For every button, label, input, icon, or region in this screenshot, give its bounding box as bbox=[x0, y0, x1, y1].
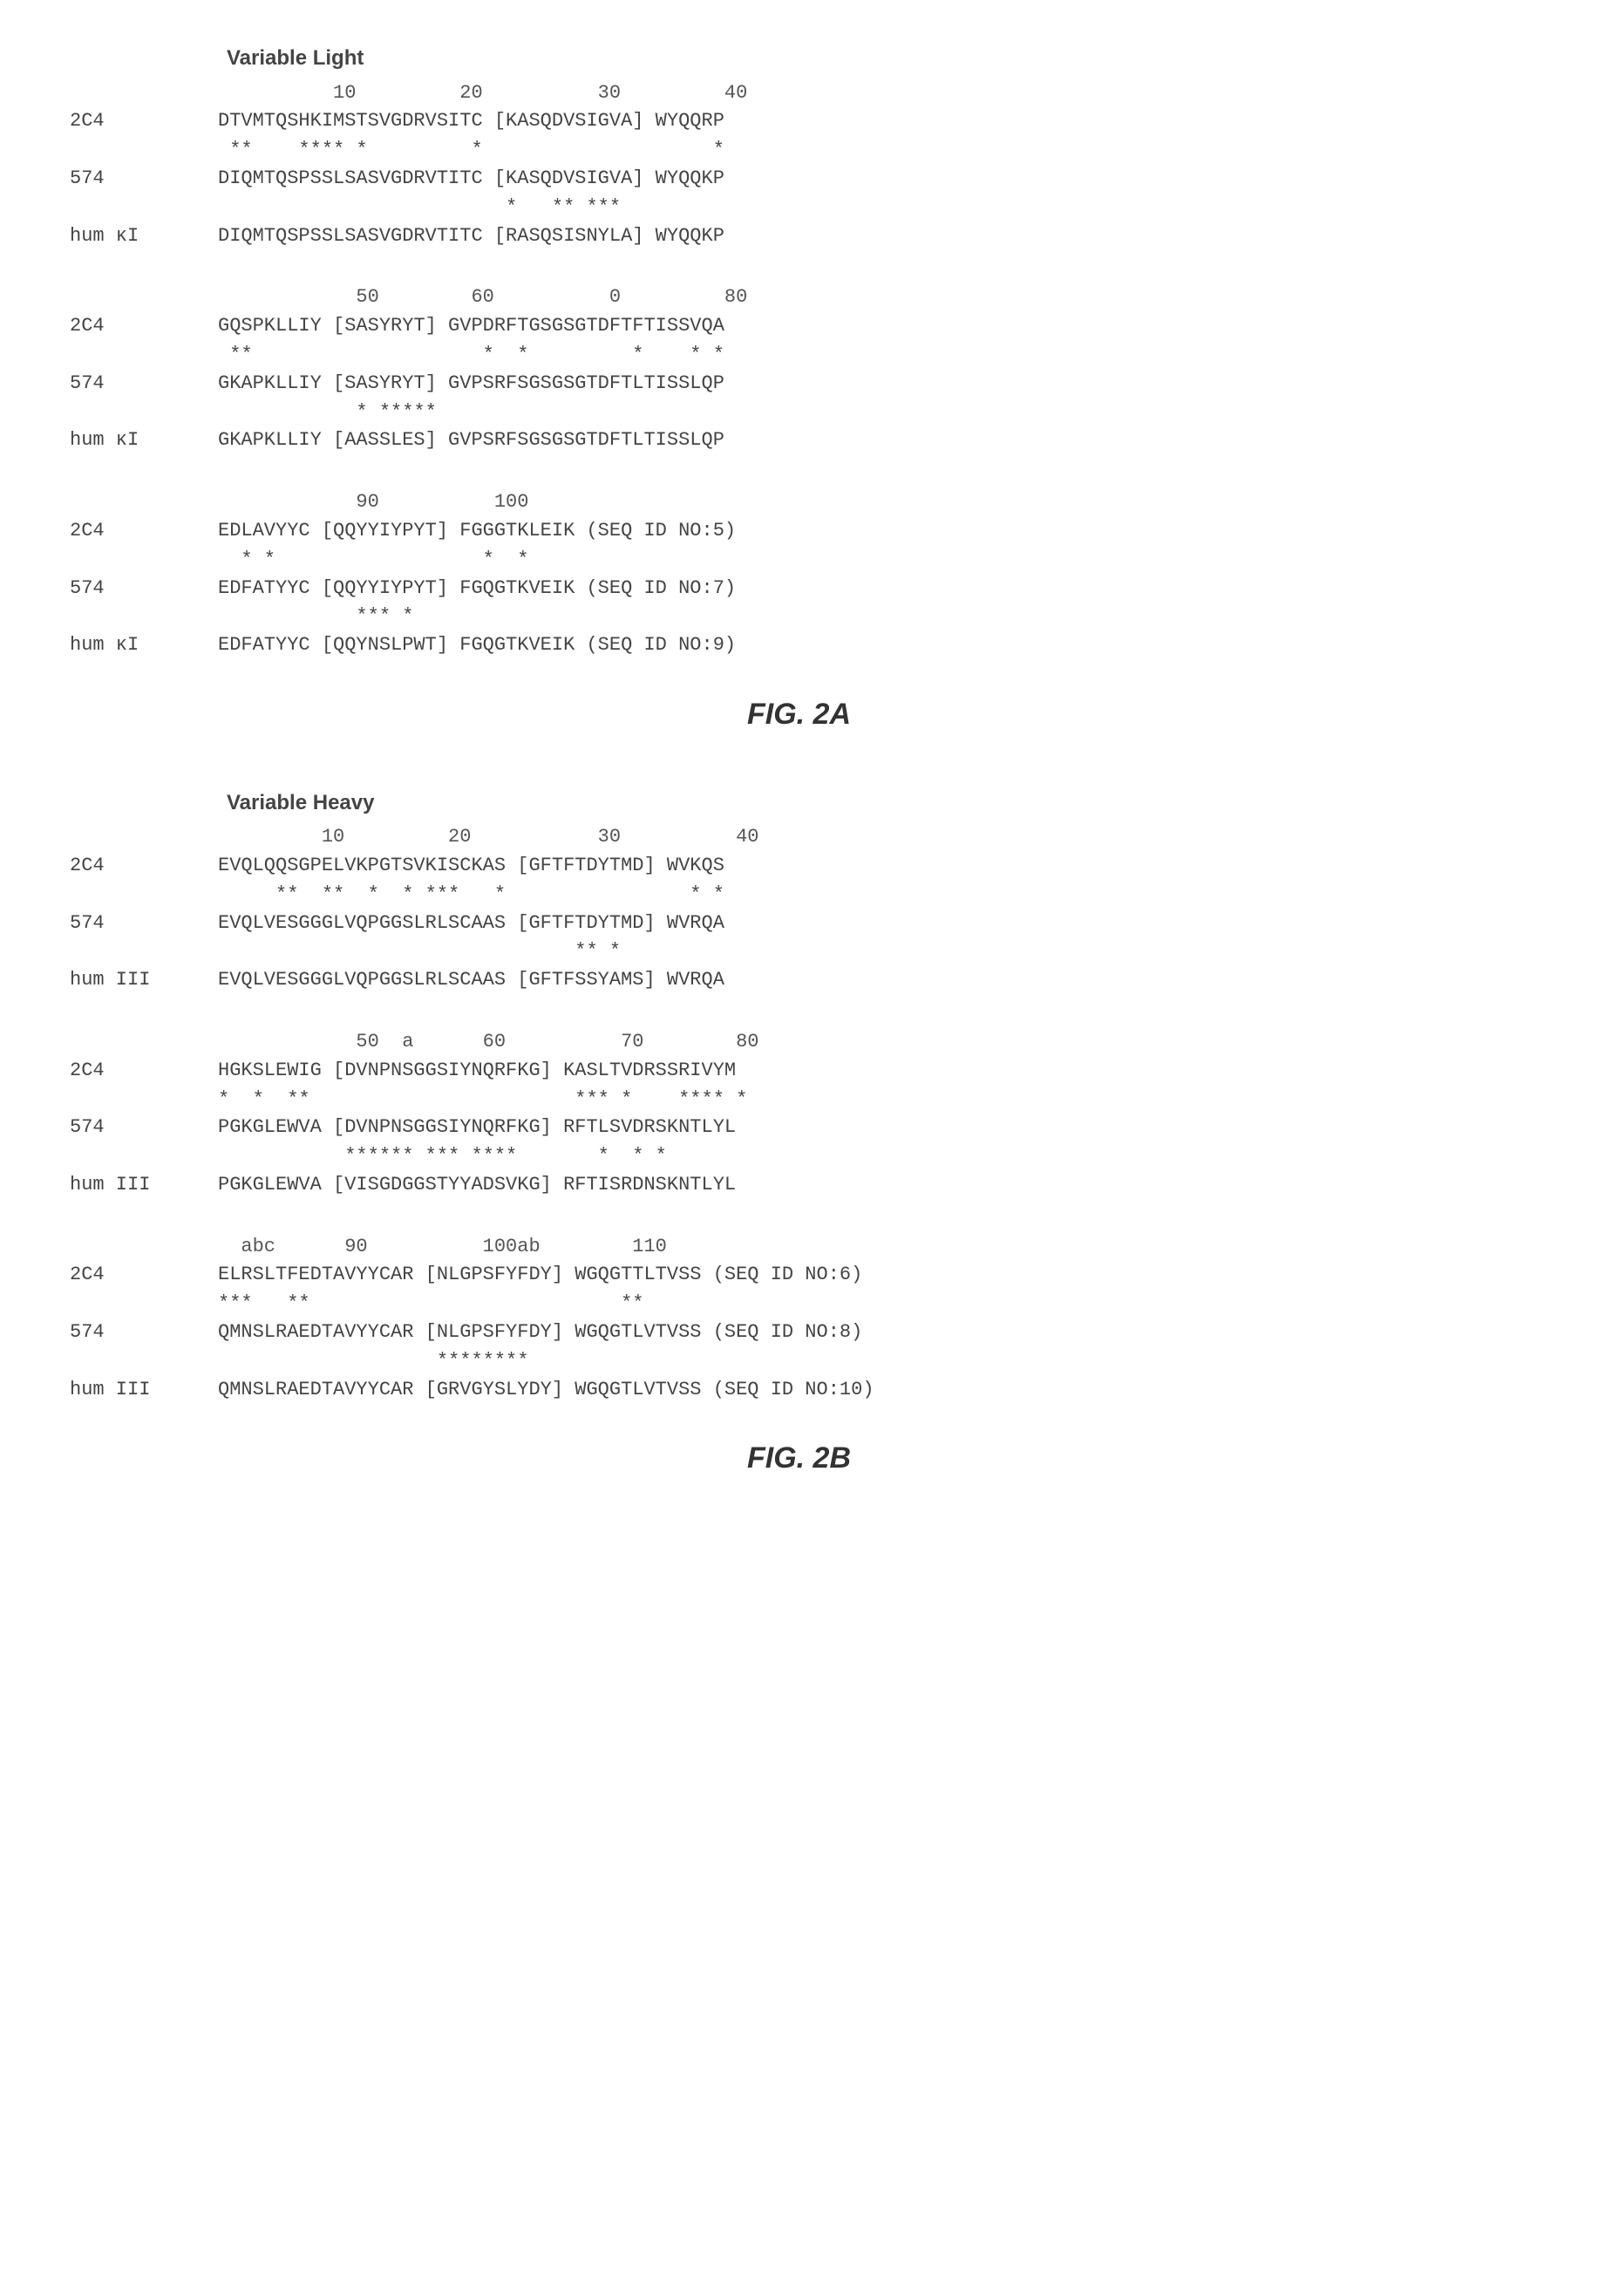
seq-label: hum κI bbox=[70, 223, 218, 250]
seq-text: EDLAVYYC [QQYYIYPYT] FGGGTKLEIK (SEQ ID … bbox=[218, 518, 1528, 545]
seq-text: QMNSLRAEDTAVYYCAR [NLGPSFYFDY] WGQGTLVTV… bbox=[218, 1319, 1528, 1346]
seq-text: DIQMTQSPSSLSASVGDRVTITC [RASQSISNYLA] WY… bbox=[218, 223, 1528, 250]
seq-label: 2C4 bbox=[70, 853, 218, 880]
seq-text: GQSPKLLIY [SASYRYT] GVPDRFTGSGSGTDFTFTIS… bbox=[218, 313, 1528, 340]
seq-text: EDFATYYC [QQYNSLPWT] FGQGTKVEIK (SEQ ID … bbox=[218, 632, 1528, 659]
seq-text: GKAPKLLIY [SASYRYT] GVPSRFSGSGSGTDFTLTIS… bbox=[218, 371, 1528, 398]
seq-label bbox=[70, 137, 218, 164]
seq-label: hum κI bbox=[70, 632, 218, 659]
seq-label bbox=[70, 1143, 218, 1170]
figure-caption: FIG. 2B bbox=[70, 1438, 1528, 1480]
seq-label bbox=[70, 938, 218, 965]
ruler-label bbox=[70, 80, 218, 107]
diff-markers: * ** *** bbox=[218, 194, 1528, 221]
diff-markers: *** ** ** bbox=[218, 1291, 1528, 1318]
figure-2b: Variable Heavy 10 20 30 40 2C4EVQLQQSGPE… bbox=[70, 788, 1528, 1481]
seq-label bbox=[70, 1291, 218, 1318]
seq-text: EVQLQQSGPELVKPGTSVKISCKAS [GFTFTDYTMD] W… bbox=[218, 853, 1528, 880]
position-ruler: 50 a 60 70 80 bbox=[218, 1029, 1528, 1056]
seq-label: 2C4 bbox=[70, 1262, 218, 1289]
seq-text: DTVMTQSHKIMSTSVGDRVSITC [KASQDVSIGVA] WY… bbox=[218, 108, 1528, 135]
seq-label: 2C4 bbox=[70, 313, 218, 340]
seq-label bbox=[70, 1348, 218, 1375]
alignment-block: 50 60 0 80 2C4GQSPKLLIY [SASYRYT] GVPDRF… bbox=[70, 284, 1528, 454]
seq-text: EDFATYYC [QQYYIYPYT] FGQGTKVEIK (SEQ ID … bbox=[218, 576, 1528, 603]
seq-label: hum III bbox=[70, 1172, 218, 1199]
position-ruler: 50 60 0 80 bbox=[218, 284, 1528, 311]
alignment-block: 50 a 60 70 80 2C4HGKSLEWIG [DVNPNSGGSIYN… bbox=[70, 1029, 1528, 1199]
diff-markers: * * ** *** * **** * bbox=[218, 1087, 1528, 1114]
diff-markers: ** * bbox=[218, 938, 1528, 965]
seq-label: 574 bbox=[70, 1114, 218, 1141]
seq-label bbox=[70, 342, 218, 369]
position-ruler: 10 20 30 40 bbox=[218, 824, 1528, 851]
diff-markers: ******** bbox=[218, 1348, 1528, 1375]
ruler-label bbox=[70, 489, 218, 516]
diff-markers: ****** *** **** * * * bbox=[218, 1143, 1528, 1170]
ruler-label bbox=[70, 1029, 218, 1056]
position-ruler: 90 100 bbox=[218, 489, 1528, 516]
alignment-block: abc 90 100ab 110 2C4ELRSLTFEDTAVYYCAR [N… bbox=[70, 1234, 1528, 1404]
seq-label: hum III bbox=[70, 1377, 218, 1404]
seq-text: DIQMTQSPSSLSASVGDRVTITC [KASQDVSIGVA] WY… bbox=[218, 166, 1528, 193]
seq-label: 574 bbox=[70, 371, 218, 398]
diff-markers: *** * bbox=[218, 603, 1528, 630]
diff-markers: ** ** * * *** * * * bbox=[218, 882, 1528, 909]
ruler-label bbox=[70, 824, 218, 851]
diff-markers: ** **** * * * bbox=[218, 137, 1528, 164]
seq-label bbox=[70, 603, 218, 630]
seq-text: EVQLVESGGGLVQPGGSLRLSCAAS [GFTFTDYTMD] W… bbox=[218, 910, 1528, 937]
diff-markers: * * * * bbox=[218, 547, 1528, 574]
seq-label: 2C4 bbox=[70, 518, 218, 545]
diff-markers: ** * * * * * bbox=[218, 342, 1528, 369]
alignment-block: 10 20 30 40 2C4EVQLQQSGPELVKPGTSVKISCKAS… bbox=[70, 824, 1528, 994]
seq-text: EVQLVESGGGLVQPGGSLRLSCAAS [GFTFSSYAMS] W… bbox=[218, 967, 1528, 994]
seq-label: 2C4 bbox=[70, 108, 218, 135]
position-ruler: abc 90 100ab 110 bbox=[218, 1234, 1528, 1261]
section-title-heavy: Variable Heavy bbox=[227, 788, 1528, 818]
seq-label: 574 bbox=[70, 576, 218, 603]
seq-label: hum III bbox=[70, 967, 218, 994]
seq-label: hum κI bbox=[70, 427, 218, 454]
ruler-label bbox=[70, 284, 218, 311]
seq-label: 574 bbox=[70, 910, 218, 937]
figure-caption: FIG. 2A bbox=[70, 694, 1528, 736]
diff-markers: * ***** bbox=[218, 399, 1528, 426]
ruler-label bbox=[70, 1234, 218, 1261]
seq-label bbox=[70, 399, 218, 426]
seq-label: 574 bbox=[70, 166, 218, 193]
alignment-block: 10 20 30 40 2C4DTVMTQSHKIMSTSVGDRVSITC [… bbox=[70, 80, 1528, 250]
section-title-light: Variable Light bbox=[227, 44, 1528, 73]
seq-text: PGKGLEWVA [VISGDGGSTYYADSVKG] RFTISRDNSK… bbox=[218, 1172, 1528, 1199]
figure-2a: Variable Light 10 20 30 40 2C4DTVMTQSHKI… bbox=[70, 44, 1528, 736]
seq-label: 2C4 bbox=[70, 1058, 218, 1085]
position-ruler: 10 20 30 40 bbox=[218, 80, 1528, 107]
seq-label bbox=[70, 547, 218, 574]
seq-text: ELRSLTFEDTAVYYCAR [NLGPSFYFDY] WGQGTTLTV… bbox=[218, 1262, 1528, 1289]
seq-label bbox=[70, 194, 218, 221]
alignment-block: 90 100 2C4EDLAVYYC [QQYYIYPYT] FGGGTKLEI… bbox=[70, 489, 1528, 659]
seq-text: QMNSLRAEDTAVYYCAR [GRVGYSLYDY] WGQGTLVTV… bbox=[218, 1377, 1528, 1404]
seq-text: GKAPKLLIY [AASSLES] GVPSRFSGSGSGTDFTLTIS… bbox=[218, 427, 1528, 454]
seq-label bbox=[70, 882, 218, 909]
seq-text: HGKSLEWIG [DVNPNSGGSIYNQRFKG] KASLTVDRSS… bbox=[218, 1058, 1528, 1085]
seq-label: 574 bbox=[70, 1319, 218, 1346]
seq-label bbox=[70, 1087, 218, 1114]
seq-text: PGKGLEWVA [DVNPNSGGSIYNQRFKG] RFTLSVDRSK… bbox=[218, 1114, 1528, 1141]
